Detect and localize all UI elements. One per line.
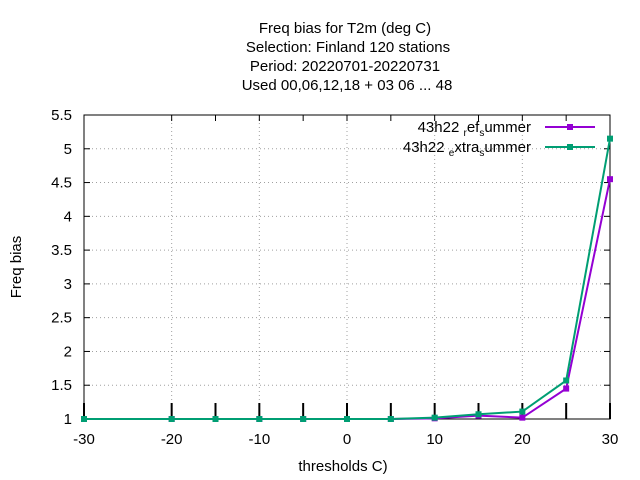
data-point [300,416,307,422]
x-tick-label: -20 [161,431,183,448]
y-tick-label: 1.5 [51,377,72,394]
grid-lines [84,115,610,419]
legend-label: 43h22 refsummer [418,119,531,139]
y-tick-labels: 1 1.5 2 2.5 3 3.5 4 4.5 5 5.5 [51,107,72,428]
data-point [168,416,175,422]
x-tick-label: 0 [343,431,351,448]
x-axis-label: thresholds C) [298,458,387,475]
legend-marker [567,124,573,130]
x-tick-label: 10 [426,431,443,448]
data-point [212,416,219,422]
x-tick-label: -30 [73,431,95,448]
y-tick-label: 2 [64,343,72,360]
series-line [84,138,611,420]
y-tick-label: 4 [64,208,72,225]
data-series [81,135,613,422]
y-tick-label: 5.5 [51,107,72,124]
legend-marker [567,144,573,150]
y-tick-label: 5 [64,141,72,158]
x-tick-labels: -30 -20 -10 0 10 20 30 [73,431,618,448]
y-tick-label: 4.5 [51,175,72,192]
series-2 [81,135,613,422]
data-point [519,408,526,415]
data-point [431,414,438,421]
data-point [519,414,526,421]
y-tick-label: 3.5 [51,242,72,259]
y-axis-label: Freq bias [8,236,25,299]
data-point [81,416,87,422]
title-line-2: Selection: Finland 120 stations [246,39,450,56]
x-tick-label: 20 [514,431,531,448]
chart-title: Freq bias for T2m (deg C) Selection: Fin… [242,20,453,94]
data-point [344,416,350,422]
y-tick-label: 2.5 [51,310,72,327]
x-tick-label: -10 [248,431,270,448]
data-point [256,416,263,422]
y-tick-label: 1 [64,411,72,428]
x-tick-label: 30 [602,431,619,448]
data-point [475,411,482,418]
data-point [387,416,394,422]
title-line-4: Used 00,06,12,18 + 03 06 ... 48 [242,77,453,94]
data-point [563,385,570,392]
data-point [607,135,613,142]
data-point [563,377,570,384]
data-point [607,176,613,183]
title-line-1: Freq bias for T2m (deg C) [259,20,431,37]
title-line-3: Period: 20220701-20220731 [250,58,440,75]
legend-label: 43h22 extrasummer [403,139,531,159]
y-tick-label: 3 [64,276,72,293]
